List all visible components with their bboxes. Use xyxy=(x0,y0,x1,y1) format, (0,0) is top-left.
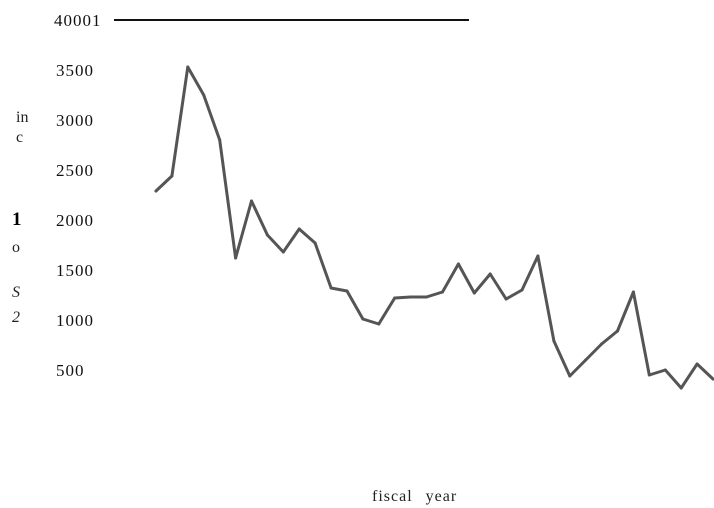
data-point xyxy=(568,374,572,378)
data-point xyxy=(425,295,428,299)
data-point xyxy=(345,289,349,293)
data-point xyxy=(329,286,333,290)
data-point xyxy=(265,233,269,237)
y-label-in: in xyxy=(16,109,29,126)
y-tick-label: 40001 xyxy=(54,11,102,30)
data-point xyxy=(631,290,635,294)
data-point xyxy=(663,368,667,372)
data-point xyxy=(552,339,556,343)
y-label-two: 2 xyxy=(12,309,20,326)
data-point xyxy=(456,262,460,266)
x-axis-label: fiscal year xyxy=(372,488,458,505)
series-line xyxy=(154,65,714,390)
y-tick-label: 2000 xyxy=(56,211,94,230)
y-tick-label: 3000 xyxy=(56,111,94,130)
y-tick-label: 3500 xyxy=(56,61,94,80)
y-tick-label: 500 xyxy=(56,361,85,380)
y-label-o: o xyxy=(12,239,20,256)
data-point xyxy=(711,377,714,381)
data-point xyxy=(377,322,381,326)
data-point xyxy=(154,189,158,193)
y-label-s: S xyxy=(12,284,20,301)
data-point xyxy=(616,329,619,333)
data-point xyxy=(472,291,476,295)
data-point xyxy=(361,317,365,321)
y-tick-label: 1000 xyxy=(56,311,94,330)
data-point xyxy=(250,199,253,203)
data-point xyxy=(202,93,206,97)
data-point xyxy=(504,297,508,301)
data-point xyxy=(584,358,588,362)
y-tick-labels: 40001 3500 3000 2500 2000 1500 1000 500 xyxy=(54,11,102,380)
data-point xyxy=(409,295,413,299)
data-point xyxy=(441,290,444,294)
data-point xyxy=(520,288,524,292)
data-point xyxy=(488,272,492,276)
data-point xyxy=(679,386,683,390)
data-point xyxy=(647,373,651,377)
data-point xyxy=(234,256,238,260)
data-point xyxy=(281,250,285,254)
y-label-one: 1 xyxy=(12,209,22,230)
data-point xyxy=(170,174,174,178)
y-label-c: c xyxy=(16,129,24,146)
data-point xyxy=(600,342,604,346)
data-point xyxy=(536,254,540,258)
data-point xyxy=(218,138,222,142)
y-tick-label: 1500 xyxy=(56,261,94,280)
y-tick-label: 2500 xyxy=(56,161,94,180)
data-point xyxy=(186,65,190,69)
data-point xyxy=(313,241,317,245)
data-points xyxy=(154,65,714,390)
data-point xyxy=(393,296,397,300)
data-point xyxy=(695,362,699,366)
data-point xyxy=(297,227,301,231)
